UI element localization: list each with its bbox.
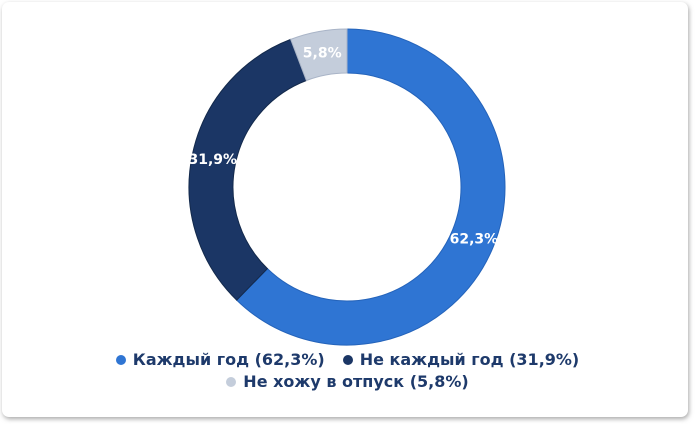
legend-item-not-every-year: Не каждый год (31,9%) bbox=[342, 350, 580, 370]
legend-bullet-icon bbox=[115, 355, 126, 365]
legend-bullet-icon bbox=[226, 377, 237, 387]
legend-item-label: Не хожу в отпуск (5,8%) bbox=[243, 372, 469, 391]
legend-item-every-year: Каждый год (62,3%) bbox=[115, 350, 325, 370]
legend-item-no-vacation: Не хожу в отпуск (5,8%) bbox=[226, 372, 469, 392]
legend-item-label: Каждый год (62,3%) bbox=[132, 350, 325, 369]
legend-item-label: Не каждый год (31,9%) bbox=[359, 350, 580, 369]
legend: Каждый год (62,3%) Не каждый год (31,9%)… bbox=[38, 350, 658, 392]
legend-bullet-icon bbox=[342, 355, 353, 365]
